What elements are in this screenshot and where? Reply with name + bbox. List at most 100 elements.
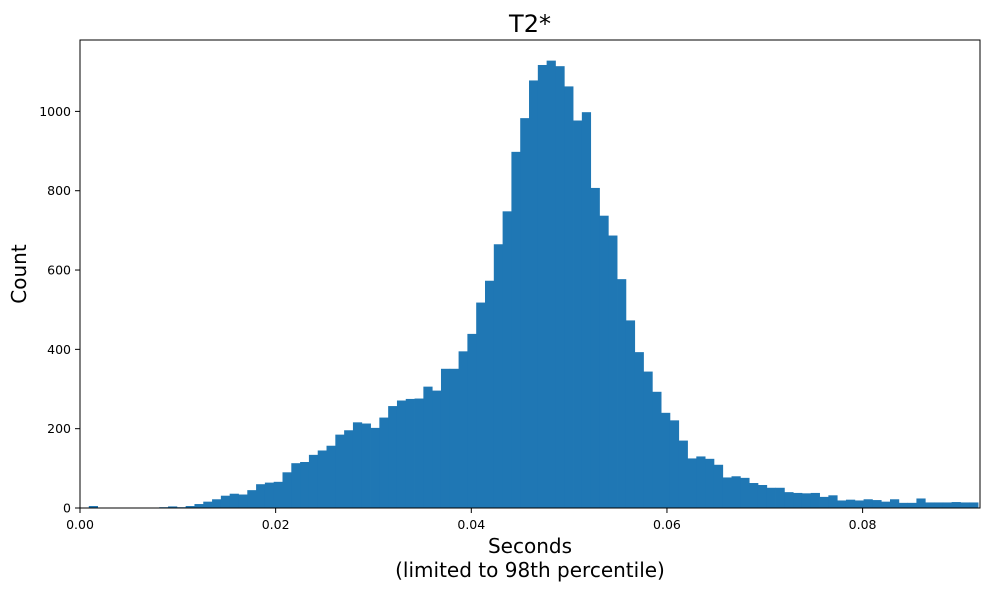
x-tick-label: 0.06 [653,517,681,532]
histogram-bar [713,464,724,508]
histogram-bar [960,502,970,508]
histogram-bars [88,60,979,509]
histogram-bar [388,406,398,508]
histogram-bar [229,493,239,508]
histogram-bar [819,496,829,508]
histogram-bar [696,456,706,508]
histogram-bar [652,391,662,508]
histogram-bar [511,151,521,509]
histogram-bar [203,501,213,508]
y-tick-label: 1000 [39,104,71,119]
histogram-bar [863,499,873,508]
histogram-bar [326,445,336,508]
histogram-bar [916,498,926,508]
histogram-bar [555,66,565,508]
histogram-bar [405,398,415,508]
histogram-bar [273,481,283,508]
histogram-bar [573,120,583,508]
histogram-bar [969,502,979,508]
histogram-bar [88,506,99,508]
x-axis-ticks: 0.00 0.02 0.04 0.06 0.08 [66,508,877,532]
histogram-bar [599,215,609,508]
histogram-bar [890,499,900,508]
histogram-bar [423,386,433,508]
histogram-bar [379,417,389,508]
histogram-bar [705,458,715,508]
histogram-bar [731,476,741,508]
histogram-bar [810,492,820,508]
histogram-bar [898,502,909,508]
x-axis-sublabel: (limited to 98th percentile) [395,558,665,582]
histogram-bar [784,492,794,508]
histogram-bar [467,333,477,508]
histogram-bar [951,502,961,508]
histogram-bar [300,461,310,508]
histogram-bar [590,187,600,508]
histogram-bar [485,280,495,508]
histogram-bar [643,371,653,508]
histogram-bar [872,500,882,508]
histogram-bar [476,302,486,508]
histogram-bar [256,484,266,508]
histogram-bar [581,112,592,509]
histogram-bar [247,490,257,508]
histogram-bar [414,398,424,508]
histogram-bar [291,463,301,508]
histogram-bar [925,502,935,508]
histogram-bar [801,493,812,508]
histogram-bar [740,477,750,508]
histogram-bar [440,368,451,508]
histogram-bar [168,506,178,508]
histogram-bar [493,244,504,508]
histogram-bar [502,211,512,509]
y-axis-label: Count [7,244,31,304]
histogram-bar [678,440,688,508]
histogram-bar [625,320,636,508]
histogram-bar [432,390,442,508]
histogram-bar [308,454,319,508]
y-tick-label: 0 [63,501,71,516]
histogram-bar [264,482,275,508]
histogram-bar [361,423,371,508]
y-tick-label: 800 [47,183,71,198]
histogram-bar [881,501,891,508]
histogram-bar [529,80,539,509]
histogram-bar [537,64,548,508]
histogram-bar [687,458,697,508]
histogram-bar [934,502,944,508]
histogram-bar [212,499,222,508]
histogram-bar [661,412,671,508]
histogram-bar [766,487,776,508]
histogram-bar [449,368,459,508]
histogram-bar [845,499,856,508]
histogram-bar [564,86,574,509]
x-tick-label: 0.00 [66,517,94,532]
histogram-bar [458,351,468,508]
y-tick-label: 400 [47,342,71,357]
histogram-bar [220,495,231,508]
y-tick-label: 600 [47,263,71,278]
histogram-bar [617,279,627,508]
histogram-bar [828,495,838,508]
histogram-bar [370,427,380,508]
histogram-bar [335,434,345,508]
y-tick-label: 200 [47,421,71,436]
y-axis-ticks: 0 200 400 600 800 1000 [39,104,80,516]
histogram-bar [854,500,864,508]
x-tick-label: 0.04 [457,517,485,532]
histogram-bar [520,118,530,508]
histogram-bar [942,502,953,508]
histogram-bar [722,477,732,508]
histogram-bar [238,494,248,508]
histogram-bar [185,506,195,508]
histogram-bar [757,484,768,508]
histogram-bar [344,430,354,508]
histogram-bar [837,500,847,508]
histogram-bar [317,450,327,508]
histogram-bar [793,492,803,508]
histogram-bar [749,483,759,508]
histogram-bar [608,235,618,508]
histogram-bar [282,472,292,508]
